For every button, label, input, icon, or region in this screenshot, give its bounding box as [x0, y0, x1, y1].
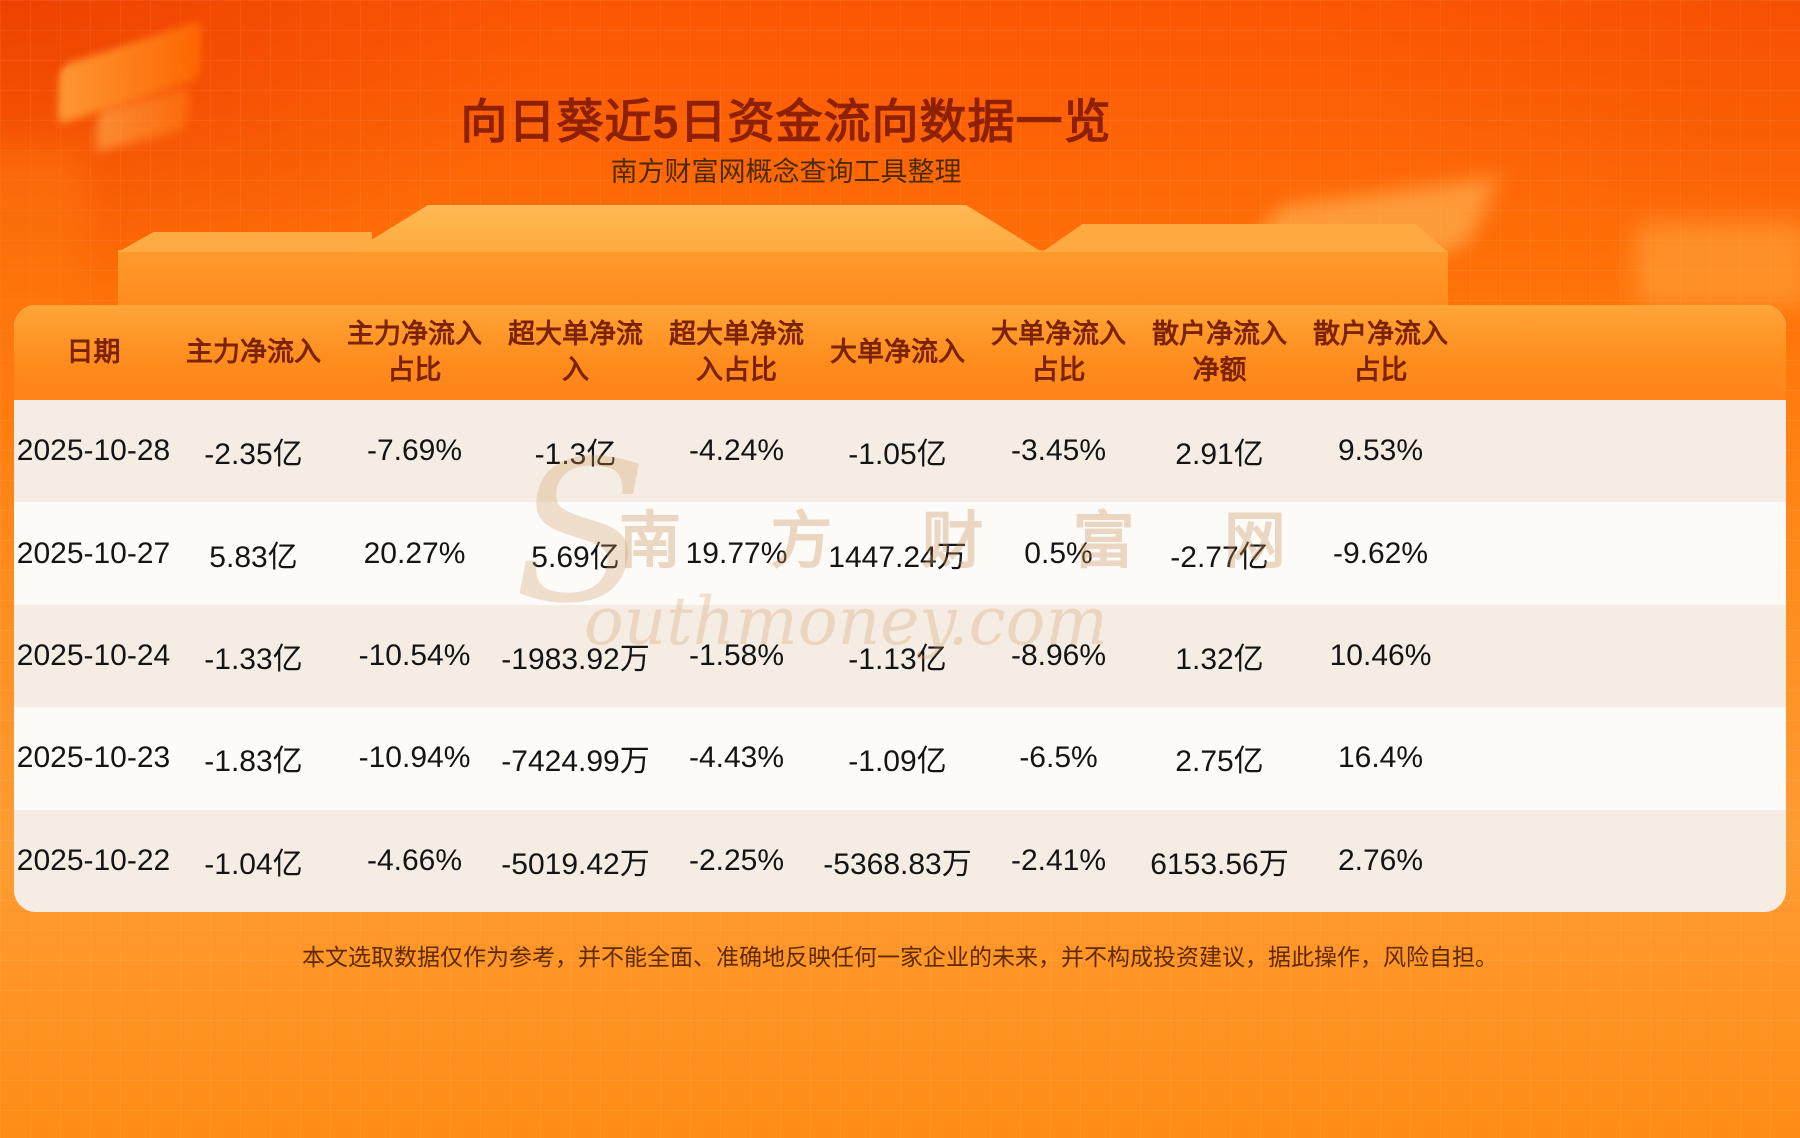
cell-large-order-net-inflow: 1447.24万: [828, 540, 967, 574]
cell-large-order-net-inflow-ratio: -3.45%: [1010, 434, 1107, 468]
cell-spacer: [1461, 707, 1786, 809]
column-header-main-net-inflow-ratio: 主力净流入占比: [347, 319, 482, 385]
cell-date: 2025-10-28: [16, 434, 171, 468]
cell-spacer: [1461, 502, 1786, 604]
cell-large-order-net-inflow-ratio: 0.5%: [1024, 536, 1093, 570]
cell-xl-order-net-inflow: -1.3亿: [534, 438, 617, 472]
cell-xl-order-net-inflow: -1983.92万: [501, 642, 650, 676]
table-row: 2025-10-24 -1.33亿 -10.54% -1983.92万 -1.5…: [14, 604, 1786, 708]
page-title: 向日葵近5日资金流向数据一览: [460, 95, 1112, 149]
cell-spacer: [1461, 400, 1786, 502]
cell-spacer: [1461, 810, 1786, 912]
cell-xl-order-net-inflow-ratio: 19.77%: [685, 536, 788, 570]
cell-main-net-inflow-ratio: 20.27%: [363, 536, 466, 570]
podium-platform-front: [118, 250, 1448, 312]
cell-retail-net-inflow: -2.77亿: [1170, 540, 1269, 574]
column-header-date: 日期: [66, 336, 121, 367]
cell-retail-net-inflow-ratio: 9.53%: [1337, 434, 1424, 468]
cell-main-net-inflow: 5.83亿: [209, 540, 298, 574]
column-header-xl-order-net-inflow-ratio: 超大单净流入占比: [669, 319, 804, 385]
cell-retail-net-inflow: 1.32亿: [1175, 642, 1264, 676]
cell-spacer: [1461, 605, 1786, 707]
cell-large-order-net-inflow-ratio: -8.96%: [1010, 638, 1107, 672]
cell-large-order-net-inflow: -1.05亿: [848, 438, 947, 472]
cell-main-net-inflow-ratio: -7.69%: [366, 434, 463, 468]
column-header-retail-net-inflow: 散户净流入净额: [1152, 319, 1287, 385]
cell-xl-order-net-inflow-ratio: -4.24%: [688, 434, 785, 468]
decorative-shape: [1635, 222, 1800, 307]
column-header-large-order-net-inflow: 大单净流入: [830, 336, 965, 367]
cell-main-net-inflow: -1.83亿: [204, 745, 303, 779]
column-header-spacer: [1461, 305, 1786, 400]
fund-flow-table: 日期 主力净流入 主力净流入占比 超大单净流入 超大单净流入占比 大单净流入 大…: [14, 305, 1786, 912]
cell-retail-net-inflow: 2.75亿: [1175, 745, 1264, 779]
cell-retail-net-inflow: 6153.56万: [1150, 847, 1289, 881]
cell-large-order-net-inflow: -1.09亿: [848, 745, 947, 779]
podium-left-top-face: [118, 232, 372, 252]
column-header-xl-order-net-inflow: 超大单净流入: [508, 319, 643, 385]
cell-retail-net-inflow-ratio: 10.46%: [1329, 638, 1432, 672]
cell-main-net-inflow: -1.33亿: [204, 642, 303, 676]
cell-xl-order-net-inflow: 5.69亿: [531, 540, 620, 574]
cell-large-order-net-inflow: -5368.83万: [823, 847, 972, 881]
table-row: 2025-10-22 -1.04亿 -4.66% -5019.42万 -2.25…: [14, 809, 1786, 912]
cell-retail-net-inflow-ratio: 16.4%: [1337, 741, 1424, 775]
table-row: 2025-10-23 -1.83亿 -10.94% -7424.99万 -4.4…: [14, 707, 1786, 810]
table-header-row: 日期 主力净流入 主力净流入占比 超大单净流入 超大单净流入占比 大单净流入 大…: [14, 305, 1786, 400]
cell-xl-order-net-inflow-ratio: -2.25%: [688, 843, 785, 877]
cell-main-net-inflow-ratio: -10.94%: [358, 741, 471, 775]
cell-large-order-net-inflow-ratio: -2.41%: [1010, 843, 1107, 877]
column-header-main-net-inflow: 主力净流入: [186, 336, 321, 367]
cell-retail-net-inflow-ratio: -9.62%: [1332, 536, 1429, 570]
podium-center-top-face: [352, 205, 1042, 252]
column-header-retail-net-inflow-ratio: 散户净流入占比: [1313, 319, 1448, 385]
podium-right-top-face: [1042, 224, 1448, 252]
cell-xl-order-net-inflow: -7424.99万: [501, 745, 650, 779]
cell-main-net-inflow: -1.04亿: [204, 847, 303, 881]
cell-main-net-inflow: -2.35亿: [204, 438, 303, 472]
cell-xl-order-net-inflow: -5019.42万: [501, 847, 650, 881]
cell-date: 2025-10-23: [16, 741, 171, 775]
page-subtitle: 南方财富网概念查询工具整理: [610, 157, 962, 187]
cell-xl-order-net-inflow-ratio: -4.43%: [688, 741, 785, 775]
table-row: 2025-10-28 -2.35亿 -7.69% -1.3亿 -4.24% -1…: [14, 400, 1786, 503]
cell-large-order-net-inflow-ratio: -6.5%: [1019, 741, 1098, 775]
cell-date: 2025-10-22: [16, 843, 171, 877]
cell-xl-order-net-inflow-ratio: -1.58%: [688, 638, 785, 672]
cell-date: 2025-10-27: [16, 536, 171, 570]
cell-retail-net-inflow: 2.91亿: [1175, 438, 1264, 472]
cell-retail-net-inflow-ratio: 2.76%: [1337, 843, 1424, 877]
footer-note: 本文选取数据仅作为参考，并不能全面、准确地反映任何一家企业的未来，并不构成投资建…: [302, 944, 1498, 970]
decorative-shape: [1242, 177, 1498, 279]
cell-main-net-inflow-ratio: -10.54%: [358, 638, 471, 672]
cell-main-net-inflow-ratio: -4.66%: [366, 843, 463, 877]
cell-date: 2025-10-24: [16, 638, 171, 672]
table-row: 2025-10-27 5.83亿 20.27% 5.69亿 19.77% 144…: [14, 502, 1786, 605]
column-header-large-order-net-inflow-ratio: 大单净流入占比: [991, 319, 1126, 385]
cell-large-order-net-inflow: -1.13亿: [848, 642, 947, 676]
